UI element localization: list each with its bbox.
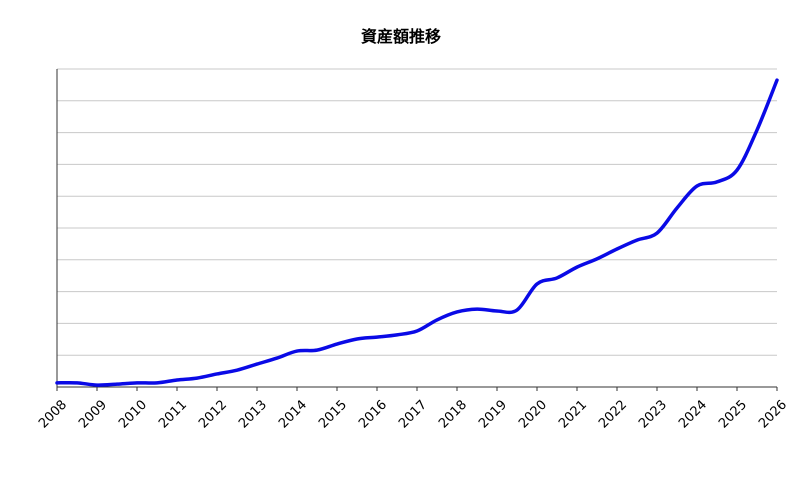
x-tick-label: 2010 (116, 397, 150, 431)
x-tick-label: 2009 (76, 397, 110, 431)
x-tick-label: 2012 (196, 397, 230, 431)
x-tick-label: 2018 (436, 397, 470, 431)
chart-title: 資産額推移 (361, 27, 441, 46)
x-tick-label: 2015 (316, 397, 350, 431)
x-tick-label: 2026 (756, 397, 790, 431)
x-tick-label: 2022 (596, 397, 630, 431)
x-tick-label: 2020 (516, 397, 550, 431)
x-tick-label: 2025 (716, 397, 750, 431)
x-tick-label: 2024 (676, 397, 710, 431)
data-line (55, 78, 779, 387)
x-tick-label: 2014 (276, 397, 310, 431)
x-tick-label: 2021 (556, 397, 590, 431)
x-tick-label: 2011 (156, 397, 190, 431)
x-tick-label: 2019 (476, 397, 510, 431)
x-tick-label: 2017 (396, 397, 430, 431)
x-tick-label: 2013 (236, 397, 270, 431)
x-tick-label: 2016 (356, 397, 390, 431)
x-tick-label: 2023 (636, 397, 670, 431)
x-tick-label: 2008 (36, 397, 70, 431)
